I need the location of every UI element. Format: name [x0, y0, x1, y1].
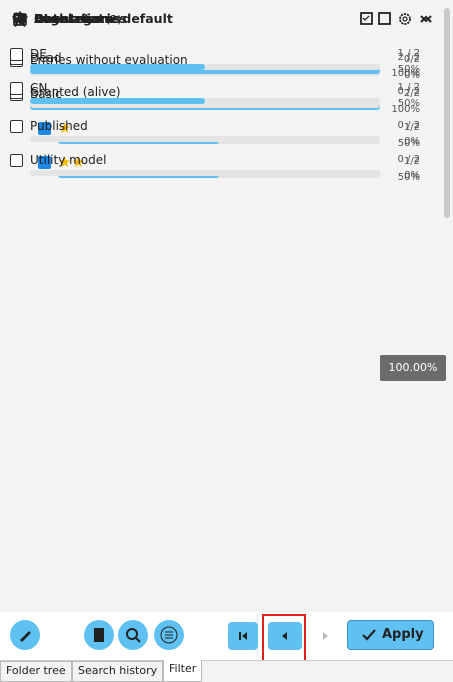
progress-track [30, 136, 380, 142]
filter-row: DE 1 / 2 50% [0, 46, 430, 80]
next-button [312, 622, 338, 650]
row-percent: 50% [397, 172, 420, 183]
row-count: 2 / 2 [397, 52, 420, 63]
filter-section: Countries (2) DE 1 / 2 50% CN 1 / 2 50% [0, 11, 453, 532]
progress-fill [30, 68, 380, 74]
filter-section: Date [0, 11, 453, 228]
section-title: Legal status [34, 11, 121, 26]
row-percent: 50% [397, 64, 420, 75]
tab[interactable]: Filter [163, 660, 203, 682]
checkbox[interactable] [38, 122, 51, 135]
progress-track [30, 68, 380, 74]
tab[interactable]: Folder tree [0, 661, 72, 682]
list-button[interactable] [154, 620, 184, 650]
row-count: 0 / 2 [397, 86, 420, 97]
tab[interactable]: Search history [72, 661, 164, 682]
checkbox[interactable] [38, 156, 51, 169]
row-percent: 50% [397, 138, 420, 149]
row-percent: 100% [391, 104, 420, 115]
checkbox[interactable] [10, 154, 23, 167]
filter-row: CN 1 / 2 50% [0, 80, 430, 114]
search-button[interactable] [118, 620, 148, 650]
section-title: Evaluation - default [34, 11, 173, 26]
progress-track [30, 102, 380, 108]
apply-button[interactable]: Apply [347, 620, 434, 650]
row-count: 0/2 [403, 54, 420, 65]
row-label: Entries without evaluation [30, 53, 188, 67]
section-icon [12, 11, 28, 27]
row-count: 1/2 [403, 156, 420, 167]
row-count: 1 / 2 [397, 82, 420, 93]
section-title: AI categories [34, 11, 127, 26]
row-count: 0 / 2 [397, 154, 420, 165]
checkbox[interactable] [10, 48, 23, 61]
row-label: ★ [58, 119, 72, 137]
scrollbar[interactable] [444, 8, 450, 218]
document-button[interactable] [84, 620, 114, 650]
tab-bar: Folder tree Search history Filter [0, 660, 453, 682]
row-percent: 0% [404, 70, 420, 81]
apply-label: Apply [382, 627, 424, 642]
row-label: ★★ [58, 153, 85, 171]
row-label: Basic [30, 87, 62, 101]
previous-button[interactable] [268, 622, 302, 650]
row-count: 1 / 2 [397, 48, 420, 59]
section-title: Countries (2) [34, 11, 122, 26]
row-count: 1/2 [403, 122, 420, 133]
toolbar: Apply [0, 612, 453, 668]
first-button[interactable] [228, 622, 258, 650]
section-controls[interactable] [355, 10, 445, 28]
section-controls[interactable] [355, 10, 445, 28]
row-label: DE [30, 47, 47, 61]
row-label: Utility model [30, 153, 107, 167]
progress-fill [30, 98, 205, 104]
checkbox[interactable] [10, 82, 23, 95]
progress-fill [30, 64, 205, 70]
filter-row: Published 0 / 2 0% [0, 118, 430, 152]
filter-panel: Evaluation - default Entries without eval… [0, 10, 453, 572]
progress-track [30, 98, 380, 104]
row-count: 0 / 2 [397, 120, 420, 131]
row-label: CN [30, 81, 48, 95]
clear-button[interactable] [10, 620, 40, 650]
section-count: (2) [105, 13, 122, 26]
filter-row: Utility model 0 / 2 0% [0, 152, 430, 186]
progress-track [30, 64, 380, 70]
row-count: 2/2 [403, 88, 420, 99]
section-title: Date [34, 11, 68, 26]
checkbox[interactable] [10, 120, 23, 133]
row-percent: 0% [404, 170, 420, 181]
row-label: Published [30, 119, 88, 133]
tooltip: 100.00% [380, 355, 446, 381]
row-percent: 100% [391, 68, 420, 79]
row-percent: 50% [397, 98, 420, 109]
row-label: Dead [30, 51, 62, 65]
row-label: Granted (alive) [30, 85, 121, 99]
row-percent: 0% [404, 136, 420, 147]
progress-track [30, 170, 380, 176]
filter-section: AI categories [0, 11, 453, 572]
